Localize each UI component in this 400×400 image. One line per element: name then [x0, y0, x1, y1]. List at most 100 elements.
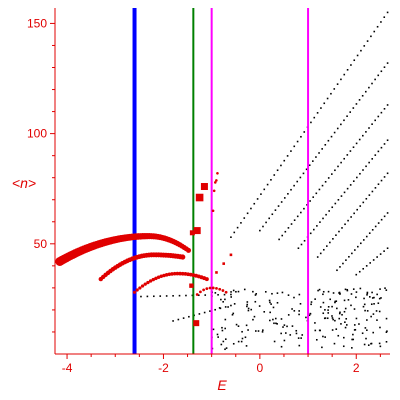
- black-point-series-7: [204, 294, 207, 296]
- black-point-cloud: [370, 315, 372, 318]
- black-point-cloud: [263, 311, 266, 313]
- black-point-series-8: [172, 320, 174, 322]
- black-point-cloud: [371, 291, 373, 294]
- black-point-cloud: [327, 312, 330, 314]
- black-point-cloud: [224, 327, 226, 330]
- red-point: [193, 320, 200, 327]
- black-point-cloud: [314, 298, 316, 300]
- red-point-branch-0: [186, 247, 192, 253]
- black-point-cloud: [261, 331, 264, 333]
- red-point-branch-2: [148, 279, 153, 283]
- black-point-cloud: [384, 287, 386, 289]
- black-point-cloud: [353, 324, 356, 326]
- red-point-branch-2: [154, 276, 158, 281]
- black-point-series-5: [368, 232, 371, 234]
- black-point-series-0: [260, 193, 262, 195]
- black-point-cloud: [291, 325, 294, 327]
- black-point-series-5: [354, 249, 356, 251]
- black-point-cloud: [220, 343, 223, 346]
- black-point-cloud: [345, 317, 348, 320]
- black-point-series-8: [198, 313, 201, 315]
- black-point-series-2: [318, 188, 321, 191]
- black-point-series-2: [293, 219, 296, 221]
- plot-area: [55, 8, 389, 354]
- red-point-branch-2: [180, 271, 185, 276]
- red-point-branch-2: [204, 277, 209, 282]
- black-point-series-6: [376, 256, 378, 258]
- black-point-cloud: [340, 323, 342, 325]
- black-point-cloud: [343, 299, 346, 302]
- red-point-branch-3: [195, 293, 199, 296]
- black-point-cloud: [310, 301, 313, 303]
- black-point-cloud: [385, 317, 388, 320]
- red-point-branch-2: [132, 290, 137, 294]
- black-point-cloud: [245, 345, 248, 347]
- black-point-cloud: [385, 331, 388, 333]
- black-point-cloud: [269, 301, 271, 304]
- black-point-series-7: [146, 295, 149, 298]
- black-point-series-4: [347, 219, 349, 222]
- black-point-series-4: [362, 201, 365, 204]
- black-point-series-1: [355, 103, 358, 105]
- black-point-cloud: [237, 325, 240, 327]
- black-point-series-5: [359, 242, 362, 245]
- black-point-cloud: [326, 317, 329, 320]
- black-point-cloud: [315, 338, 318, 341]
- black-point-series-1: [358, 99, 361, 101]
- black-point-cloud: [379, 345, 382, 348]
- black-point-series-2: [278, 238, 280, 241]
- black-point-series-6: [379, 253, 382, 255]
- black-point-cloud: [338, 312, 341, 315]
- red-point-branch-3: [218, 287, 222, 291]
- red-point-branch-3: [205, 287, 209, 291]
- red-point-branch-3: [202, 288, 206, 292]
- black-point-cloud: [262, 329, 264, 331]
- black-point-series-1: [330, 135, 333, 138]
- black-point-cloud: [355, 317, 358, 320]
- black-point-series-2: [340, 161, 342, 164]
- black-point-series-3: [312, 228, 315, 231]
- black-point-series-7: [159, 295, 162, 297]
- black-point-series-1: [293, 184, 295, 187]
- black-point-series-1: [283, 197, 286, 199]
- black-point-series-3: [331, 206, 334, 209]
- black-point-cloud: [346, 289, 349, 292]
- black-point-cloud: [237, 340, 240, 343]
- black-point-cloud: [319, 306, 322, 308]
- red-point-branch-2: [156, 275, 161, 279]
- red-point: [215, 271, 218, 274]
- black-point-cloud: [276, 323, 278, 325]
- black-point-series-3: [356, 176, 358, 179]
- black-point-series-3: [371, 158, 374, 160]
- black-point-series-2: [321, 184, 324, 187]
- black-point-series-7: [230, 293, 232, 296]
- red-point-branch-1: [180, 254, 186, 260]
- black-point-series-2: [386, 104, 389, 106]
- black-point-cloud: [351, 347, 353, 349]
- black-point-series-1: [321, 148, 323, 150]
- black-point-cloud: [372, 313, 375, 315]
- black-point-series-1: [265, 221, 267, 224]
- black-point-series-5: [345, 259, 347, 261]
- black-point-series-2: [327, 177, 330, 179]
- black-point-cloud: [377, 302, 380, 305]
- black-point-series-1: [299, 176, 302, 179]
- red-point-branch-3: [221, 289, 225, 292]
- black-point-series-3: [362, 169, 364, 171]
- black-point-cloud: [276, 292, 279, 294]
- red-point-branch-4: [216, 171, 219, 175]
- black-point-cloud: [273, 340, 276, 343]
- black-point-cloud: [295, 332, 298, 335]
- black-point-series-5: [348, 255, 350, 258]
- black-point-cloud: [366, 319, 368, 321]
- black-point-cloud: [247, 307, 250, 310]
- black-point-cloud: [220, 298, 222, 301]
- black-point-series-0: [340, 78, 342, 81]
- black-point-cloud: [338, 291, 341, 294]
- black-point-cloud: [327, 290, 330, 293]
- black-point-cloud: [343, 310, 346, 313]
- black-point-cloud: [240, 340, 243, 343]
- black-point-series-2: [334, 169, 336, 172]
- black-point-cloud: [344, 307, 347, 310]
- black-point-series-2: [281, 234, 284, 237]
